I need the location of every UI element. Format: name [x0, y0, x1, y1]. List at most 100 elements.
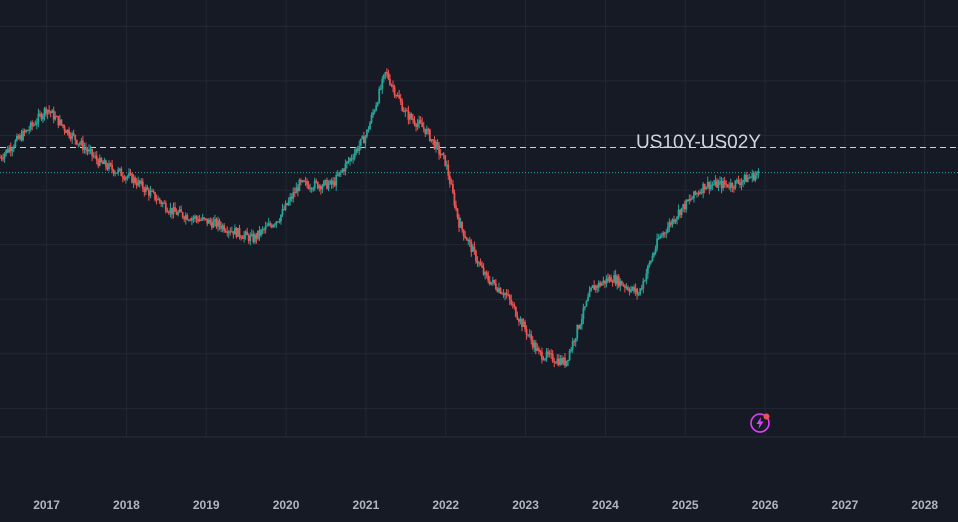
candle-body	[398, 95, 401, 99]
candle-body	[273, 224, 276, 226]
candle-body	[260, 229, 262, 236]
candle-body	[2, 158, 4, 160]
candle-body	[246, 231, 249, 236]
candle-body	[267, 223, 270, 226]
candle-body	[172, 207, 175, 215]
candle-body	[19, 134, 21, 139]
candle-body	[3, 153, 6, 159]
candle-body	[657, 238, 660, 240]
candle-body	[95, 155, 98, 161]
candle-body	[80, 140, 83, 144]
candle-body	[148, 189, 150, 196]
candle-body	[425, 129, 428, 134]
candle-body	[42, 115, 44, 120]
candle-body	[430, 139, 433, 141]
candle-body	[720, 180, 723, 189]
candle-body	[700, 191, 703, 194]
candle-body	[11, 148, 14, 152]
candle-body	[441, 153, 444, 156]
candle-body	[35, 122, 38, 125]
candle-body	[706, 181, 709, 188]
candle-body	[594, 285, 597, 290]
x-tick-label: 2025	[672, 498, 699, 512]
candle-body	[373, 110, 376, 113]
candle-body	[181, 212, 184, 218]
candle-body	[195, 216, 198, 219]
candle-body	[461, 221, 464, 230]
candle-body	[382, 74, 385, 79]
candle-body	[696, 193, 698, 195]
candle-body	[232, 231, 235, 235]
candle-body	[605, 278, 608, 284]
candle-body	[275, 221, 278, 225]
candle-body	[577, 325, 580, 329]
candle-body	[531, 340, 534, 348]
candle-body	[599, 282, 602, 286]
candle-body	[712, 184, 715, 186]
candle-body	[666, 227, 669, 233]
candle-body	[241, 237, 244, 239]
candle-body	[319, 185, 322, 190]
lightning-badge[interactable]	[749, 412, 771, 434]
candle-body	[105, 160, 107, 167]
candle-body	[389, 78, 391, 85]
candle-body	[662, 232, 665, 236]
candle-body	[171, 208, 173, 215]
time-axis[interactable]: 2017 2018 2019 2020 2021 2022 2023 2024 2025 2026…	[33, 498, 938, 512]
candle-body	[516, 316, 519, 320]
candle-body	[568, 350, 571, 360]
candle-body	[519, 318, 522, 322]
candle-body	[157, 198, 160, 200]
candle-body	[399, 98, 402, 102]
x-tick-label: 2019	[193, 498, 220, 512]
candle-body	[628, 289, 631, 292]
candle-body	[167, 212, 170, 214]
candle-body	[52, 110, 55, 120]
candle-body	[588, 290, 591, 298]
candle-body	[734, 180, 737, 189]
candle-body	[152, 191, 155, 193]
candle-body	[158, 198, 161, 202]
candle-body	[746, 177, 749, 183]
candle-body	[91, 148, 94, 156]
candle-body	[237, 227, 239, 237]
candle-body	[637, 293, 640, 295]
candle-body	[312, 188, 315, 190]
candle-body	[352, 158, 355, 160]
candle-body	[124, 177, 127, 180]
candle-body	[478, 262, 480, 264]
candle-body	[547, 351, 549, 355]
candle-body	[257, 230, 259, 239]
candle-body	[719, 180, 721, 183]
candle-body	[77, 143, 80, 145]
candle-body	[442, 153, 445, 156]
candle-body	[200, 219, 203, 221]
candle-body	[62, 124, 64, 127]
candle-body	[582, 307, 585, 320]
candle-body	[82, 140, 84, 150]
candle-body	[375, 105, 378, 111]
candle-body	[705, 187, 708, 190]
candle-body	[617, 276, 620, 287]
candle-body	[401, 101, 404, 111]
candle-body	[349, 158, 351, 162]
candle-body	[128, 173, 130, 177]
candle-body	[111, 164, 113, 170]
candle-body	[708, 181, 711, 190]
candle-body	[533, 342, 536, 348]
candle-body	[140, 181, 143, 184]
candle-body	[413, 120, 416, 125]
candle-body	[330, 180, 333, 185]
candle-body	[235, 227, 238, 237]
candle-body	[310, 188, 313, 190]
candle-body	[8, 147, 11, 153]
candle-body	[597, 282, 600, 288]
candle-body	[501, 293, 503, 295]
candle-body	[565, 360, 568, 366]
candle-body	[561, 358, 563, 364]
candle-body	[481, 265, 483, 268]
x-tick-label: 2024	[592, 498, 619, 512]
candle-body	[410, 113, 413, 119]
candle-body	[514, 306, 517, 317]
